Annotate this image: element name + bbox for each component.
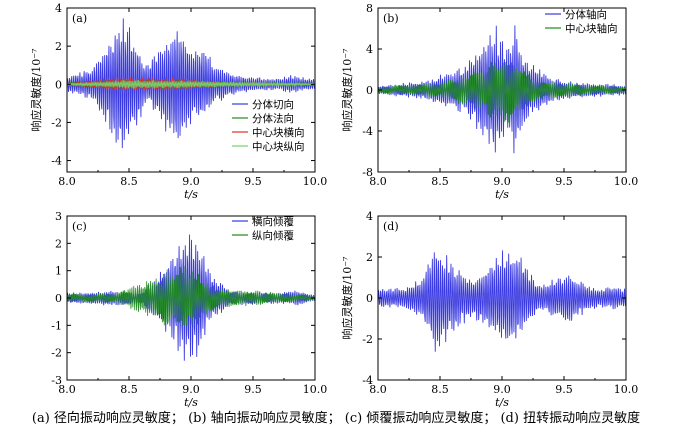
legend-label: 分体切向 (252, 98, 294, 111)
legend-label: 中心块纵向 (252, 140, 305, 153)
y-axis-label: 响应灵敏度/10⁻⁷ (340, 256, 354, 340)
y-tick-label: 4 (55, 2, 62, 15)
plot-area (378, 25, 626, 154)
legend-label: 分体法向 (252, 112, 294, 125)
y-tick-label: 4 (366, 43, 373, 56)
x-tick-label: 9.0 (493, 383, 511, 396)
x-tick-label: 9.5 (244, 175, 262, 188)
series-line-4 (67, 79, 315, 89)
legend-label: 横向倾覆 (252, 215, 294, 228)
y-tick-label: -4 (51, 155, 62, 168)
y-tick-label: -2 (362, 333, 373, 346)
panel-label: (c) (72, 220, 87, 233)
y-tick-label: -2 (51, 347, 62, 360)
legend-label: 中心块横向 (252, 126, 305, 139)
y-tick-label: 2 (55, 40, 62, 53)
plot-area (378, 250, 626, 352)
x-tick-label: 10.0 (303, 383, 328, 396)
y-tick-label: 2 (55, 237, 62, 250)
y-axis-label: 响应灵敏度/10⁻⁷ (29, 48, 43, 132)
y-tick-label: 0 (366, 292, 373, 305)
x-tick-label: 10.0 (614, 383, 639, 396)
x-tick-label: 9.5 (555, 175, 573, 188)
y-tick-label: 3 (55, 210, 62, 223)
x-tick-label: 8.5 (431, 175, 449, 188)
y-tick-label: 1 (55, 265, 62, 278)
y-tick-label: -1 (51, 319, 62, 332)
x-axis-label: t/s (495, 188, 509, 201)
x-tick-label: 10.0 (614, 175, 639, 188)
figure-caption: (a) 径向振动响应灵敏度； (b) 轴向振动响应灵敏度； (c) 倾覆振动响应… (32, 410, 640, 426)
x-tick-label: 8.5 (120, 175, 138, 188)
x-tick-label: 9.5 (555, 383, 573, 396)
y-axis-label: 响应灵敏度/10⁻⁷ (340, 48, 354, 132)
y-tick-label: -3 (51, 374, 62, 387)
x-tick-label: 8.0 (58, 175, 76, 188)
x-tick-label: 9.0 (182, 175, 200, 188)
x-tick-label: 9.5 (244, 383, 262, 396)
panel-2: 8.0 8.5 9.0 9.5 10.0 8 4 0 -4 -8 (b) t/s 响应灵敏度/10⁻⁷ 分… (340, 2, 638, 201)
panel-1: 8.0 8.5 9.0 9.5 10.0 4 2 0 -2 -4 (a) t/s 响应灵敏度/10⁻⁷ 分… (29, 2, 327, 201)
series-line-2 (378, 61, 626, 123)
legend-label: 分体轴向 (565, 8, 607, 21)
x-tick-label: 8.5 (120, 383, 138, 396)
x-axis-label: t/s (184, 396, 198, 409)
panel-4: 8.0 8.5 9.0 9.5 10.0 4 2 0 -2 -4 (d) t/s 响应灵敏度/10⁻⁷ (340, 210, 638, 409)
legend-label: 中心块轴向 (565, 22, 618, 35)
panel-label: (d) (383, 220, 399, 233)
y-tick-label: -4 (362, 125, 373, 138)
x-tick-label: 8.0 (369, 383, 387, 396)
y-tick-label: -8 (362, 166, 373, 179)
y-tick-label: -4 (362, 374, 373, 387)
y-tick-label: 0 (55, 78, 62, 91)
x-tick-label: 8.0 (58, 383, 76, 396)
x-tick-label: 10.0 (303, 175, 328, 188)
y-tick-label: -2 (51, 116, 62, 129)
panel-label: (a) (72, 12, 87, 25)
series-line-1 (378, 250, 626, 352)
x-tick-label: 9.0 (493, 175, 511, 188)
y-tick-label: 8 (366, 2, 373, 15)
x-tick-label: 9.0 (182, 383, 200, 396)
plot-area (67, 234, 315, 361)
y-tick-label: 0 (55, 292, 62, 305)
x-tick-label: 8.5 (431, 383, 449, 396)
legend-label: 纵向倾覆 (252, 229, 294, 242)
series-line-2 (67, 265, 315, 327)
y-tick-label: 4 (366, 210, 373, 223)
x-axis-label: t/s (184, 188, 198, 201)
y-tick-label: 2 (366, 251, 373, 264)
x-tick-label: 8.0 (369, 175, 387, 188)
plot-area (67, 18, 315, 149)
y-tick-label: 0 (366, 84, 373, 97)
panel-label: (b) (383, 12, 399, 25)
x-axis-label: t/s (495, 396, 509, 409)
